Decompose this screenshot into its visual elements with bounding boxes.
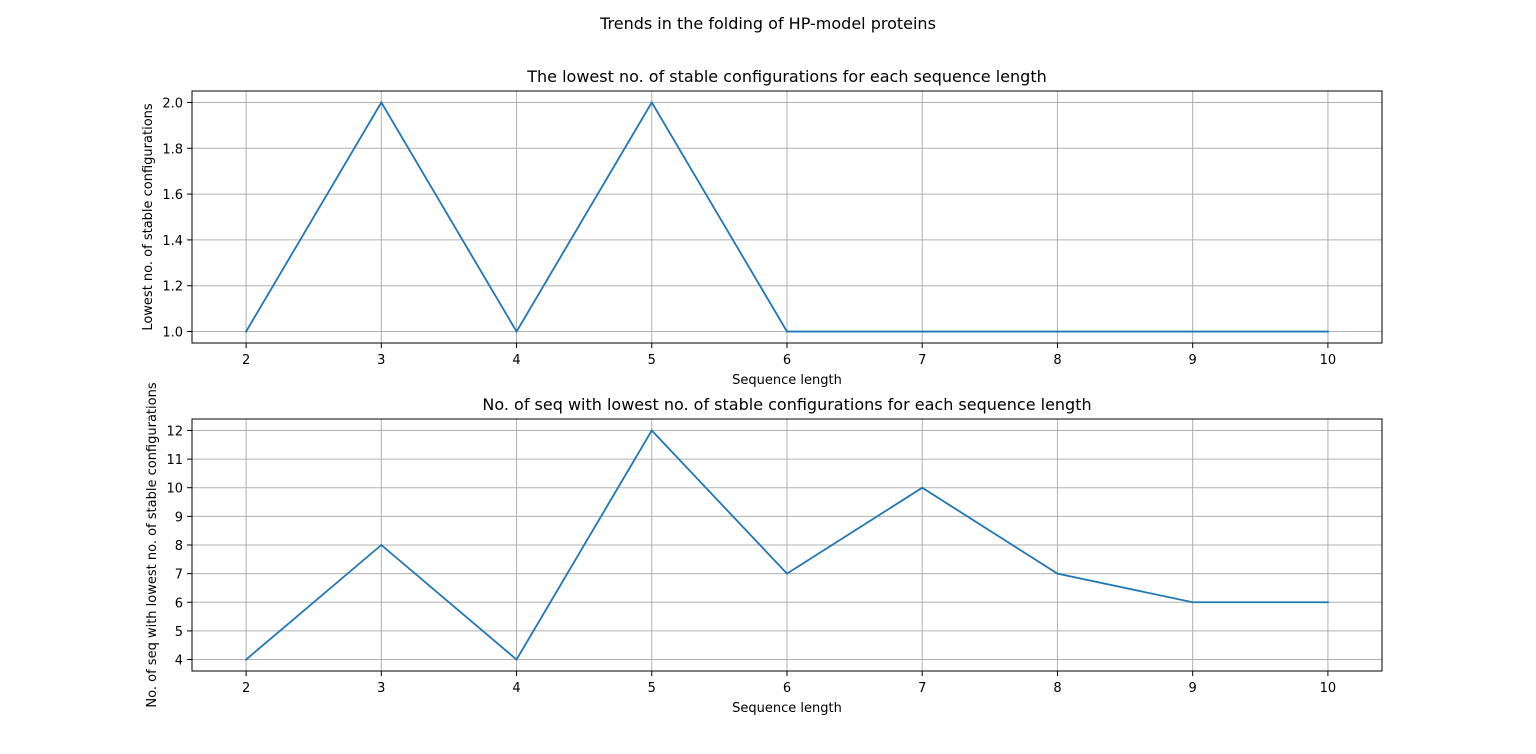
top-chart-y-tick-label: 1.8	[162, 142, 183, 157]
bottom-chart-x-tick-label: 5	[648, 681, 656, 696]
top-chart-data-point	[1327, 330, 1329, 333]
top-chart-y-tick-label: 1.4	[162, 234, 183, 249]
bottom-chart-x-tick-label: 4	[512, 681, 520, 696]
bottom-chart-y-axis-label: No. of seq with lowest no. of stable con…	[145, 382, 160, 707]
bottom-chart-y-tick-label: 12	[166, 424, 183, 439]
top-chart-x-tick-label: 3	[377, 353, 385, 368]
top-chart-title: The lowest no. of stable configurations …	[526, 67, 1046, 86]
top-chart-y-tick-label: 2.0	[162, 96, 183, 111]
bottom-chart-data-point	[380, 544, 383, 546]
bottom-chart-data-point	[786, 572, 788, 575]
top-chart-data-point	[786, 330, 788, 333]
bottom-chart-x-tick-label: 10	[1320, 681, 1337, 696]
top-chart-data-point	[921, 330, 924, 333]
bottom-chart-y-tick-label: 9	[175, 510, 183, 525]
top-chart-data-point	[245, 330, 247, 333]
bottom-chart-grid	[192, 419, 1382, 671]
bottom-chart-x-tick-label: 8	[1053, 681, 1061, 696]
bottom-chart-plot-area	[244, 428, 1329, 661]
bottom-chart-data-point	[650, 429, 653, 432]
bottom-chart-ticks: 2 3 4 5 6 7 8 9 10 4 5 6 7 8 9 10 11 12	[166, 424, 1336, 696]
bottom-chart-y-tick-label: 10	[166, 482, 183, 497]
bottom-chart-y-tick-label: 7	[175, 568, 183, 583]
top-chart-ticks: 2 3 4 5 6 7 8 9 10 1.0 1.2 1.4 1.6 1.8 2.0	[162, 96, 1336, 368]
top-chart-x-tick-label: 5	[648, 353, 656, 368]
top-chart-x-tick-label: 2	[242, 353, 250, 368]
bottom-chart-data-point	[921, 486, 924, 489]
bottom-chart-data-point	[1191, 601, 1194, 604]
top-chart: 2 3 4 5 6 7 8 9 10 1.0 1.2 1.4 1.6 1.8 2.0 The lowest …	[141, 67, 1383, 388]
top-chart-x-tick-label: 9	[1189, 353, 1197, 368]
bottom-chart-x-tick-label: 6	[783, 681, 791, 696]
bottom-chart-x-tick-label: 2	[242, 681, 250, 696]
top-chart-y-tick-label: 1.2	[162, 280, 183, 295]
bottom-chart-data-point	[515, 658, 518, 661]
bottom-chart-data-point	[1056, 572, 1059, 575]
top-chart-data-point	[650, 101, 653, 104]
top-chart-x-tick-label: 7	[918, 353, 926, 368]
bottom-chart-y-tick-label: 5	[175, 625, 183, 640]
top-chart-y-tick-label: 1.0	[162, 326, 183, 341]
top-chart-data-point	[380, 101, 383, 104]
bottom-chart: 2 3 4 5 6 7 8 9 10 4 5 6 7 8 9 10 11 12 No. of seq with l…	[145, 382, 1383, 716]
bottom-chart-y-tick-label: 6	[175, 596, 183, 611]
top-chart-y-axis-label: Lowest no. of stable configurations	[141, 103, 156, 331]
top-chart-x-tick-label: 4	[512, 353, 520, 368]
top-chart-x-axis-label: Sequence length	[732, 373, 842, 388]
top-chart-x-tick-label: 6	[783, 353, 791, 368]
top-chart-y-tick-label: 1.6	[162, 188, 183, 203]
top-chart-plot-area	[244, 100, 1329, 334]
figure-suptitle: Trends in the folding of HP-model protei…	[599, 14, 936, 33]
top-chart-data-point	[1056, 330, 1059, 333]
bottom-chart-title: No. of seq with lowest no. of stable con…	[482, 395, 1091, 414]
top-chart-data-point	[515, 330, 518, 333]
top-chart-x-tick-label: 10	[1320, 353, 1337, 368]
bottom-chart-data-point	[245, 658, 247, 661]
bottom-chart-y-tick-label: 4	[175, 654, 183, 669]
bottom-chart-data-point	[1327, 601, 1329, 604]
bottom-chart-x-tick-label: 7	[918, 681, 926, 696]
bottom-chart-x-tick-label: 3	[377, 681, 385, 696]
top-chart-data-point	[1191, 330, 1194, 333]
top-chart-x-tick-label: 8	[1053, 353, 1061, 368]
bottom-chart-x-axis-label: Sequence length	[732, 701, 842, 716]
bottom-chart-x-tick-label: 9	[1189, 681, 1197, 696]
bottom-chart-y-tick-label: 8	[175, 539, 183, 554]
bottom-chart-y-tick-label: 11	[166, 453, 183, 468]
